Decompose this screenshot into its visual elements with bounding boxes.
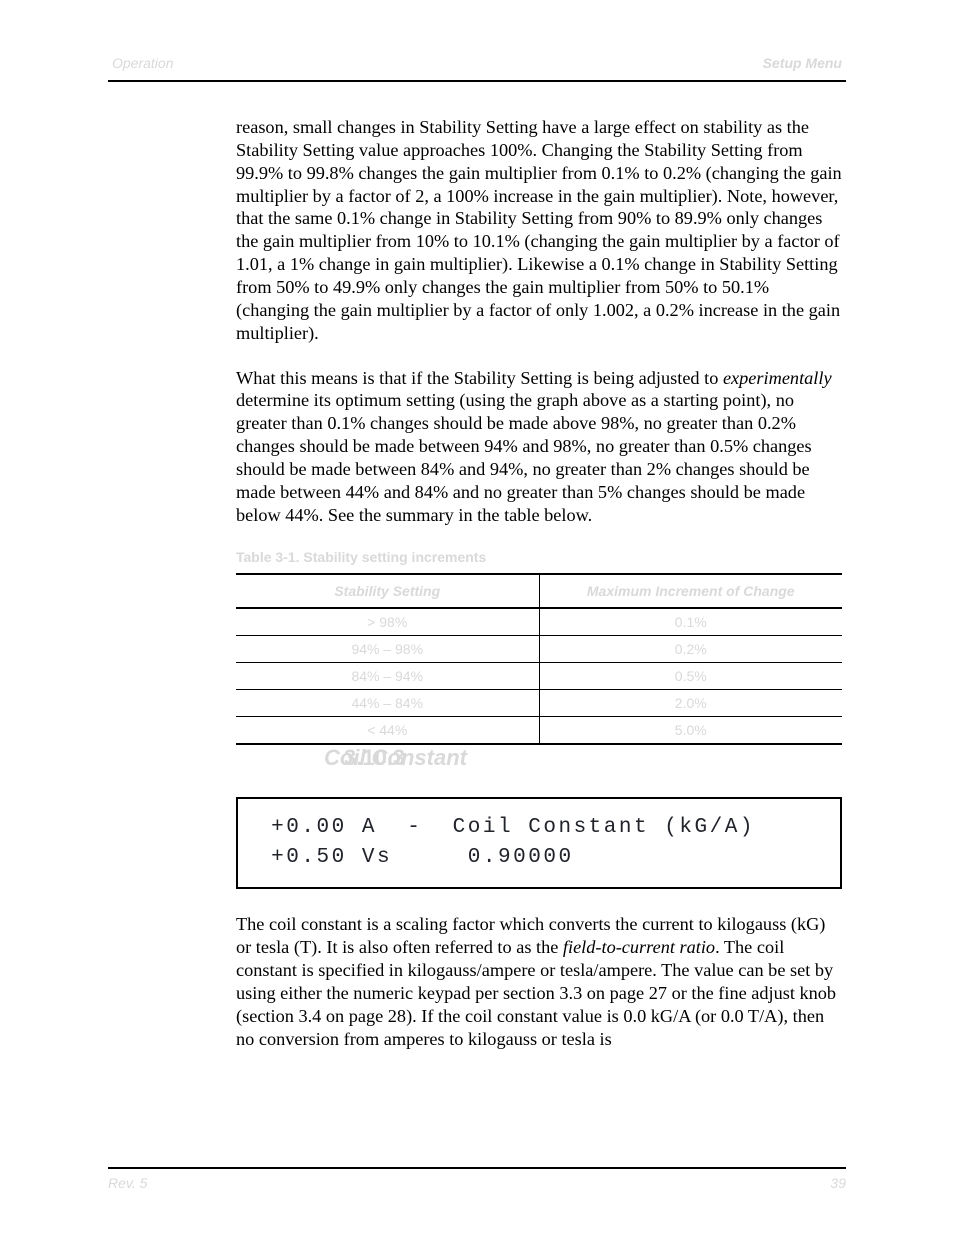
header-section: Setup Menu <box>763 55 842 71</box>
lcd-line-2: +0.50 Vs 0.90000 <box>256 846 574 869</box>
p3-emph: field-to-current ratio <box>563 937 715 957</box>
col-header-setting: Stability Setting <box>236 574 539 608</box>
footer-rev: Rev. 5 <box>108 1175 147 1191</box>
lcd-display: +0.00 A - Coil Constant (kG/A) +0.50 Vs … <box>236 797 842 890</box>
cell-setting: > 98% <box>236 608 539 636</box>
header-chapter: Operation <box>112 55 173 71</box>
lcd-line-1: +0.00 A - Coil Constant (kG/A) <box>256 816 755 839</box>
table-row: > 98% 0.1% <box>236 608 842 636</box>
table-row: 94% – 98% 0.2% <box>236 635 842 662</box>
cell-increment: 0.1% <box>539 608 842 636</box>
table-row: 44% – 84% 2.0% <box>236 689 842 716</box>
p2-emph: experimentally <box>723 368 832 388</box>
cell-increment: 5.0% <box>539 716 842 744</box>
col-header-increment: Maximum Increment of Change <box>539 574 842 608</box>
paragraph-2: What this means is that if the Stability… <box>236 367 842 527</box>
page-footer: Rev. 5 39 <box>108 1167 846 1191</box>
p2-pre: What this means is that if the Stability… <box>236 368 723 388</box>
cell-increment: 0.5% <box>539 662 842 689</box>
cell-setting: 44% – 84% <box>236 689 539 716</box>
paragraph-3: The coil constant is a scaling factor wh… <box>236 913 842 1050</box>
body-column: reason, small changes in Stability Setti… <box>108 116 846 1051</box>
cell-setting: 94% – 98% <box>236 635 539 662</box>
page-header: Operation Setup Menu <box>108 52 846 82</box>
cell-increment: 2.0% <box>539 689 842 716</box>
paragraph-1: reason, small changes in Stability Setti… <box>236 116 842 345</box>
section-title: Coil Constant <box>324 745 467 771</box>
table-caption: Table 3-1. Stability setting increments <box>236 549 842 565</box>
cell-increment: 0.2% <box>539 635 842 662</box>
cell-setting: 84% – 94% <box>236 662 539 689</box>
section-heading-row: 3.10.3 Coil Constant <box>236 745 842 785</box>
stability-table: Stability Setting Maximum Increment of C… <box>236 573 842 745</box>
table-row: < 44% 5.0% <box>236 716 842 744</box>
footer-page-number: 39 <box>830 1175 846 1191</box>
table-row: 84% – 94% 0.5% <box>236 662 842 689</box>
p2-post: determine its optimum setting (using the… <box>236 390 812 524</box>
cell-setting: < 44% <box>236 716 539 744</box>
